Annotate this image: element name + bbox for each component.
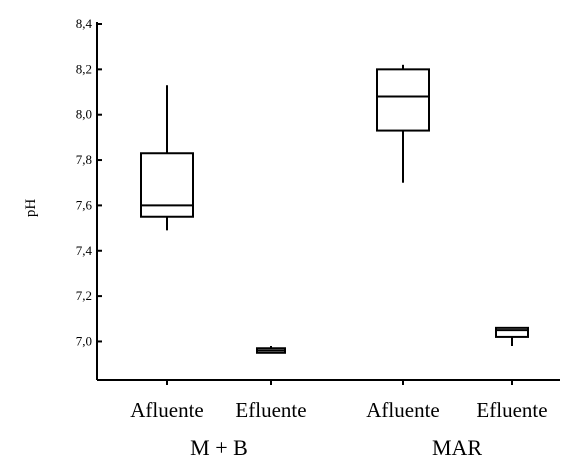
y-tick-label: 8,0 <box>76 107 92 122</box>
y-tick-label: 8,4 <box>76 16 93 31</box>
category-labels: Afluente Efluente Afluente Efluente M + B MAR <box>130 398 547 460</box>
y-tick-label: 7,4 <box>76 243 93 258</box>
boxes <box>140 64 529 354</box>
box-rect <box>376 68 430 132</box>
group-label: MAR <box>432 435 482 460</box>
box-rect <box>495 326 529 338</box>
box-2 <box>376 64 430 183</box>
category-label: Afluente <box>366 398 439 422</box>
y-axis: 7,0 7,2 7,4 7,6 7,8 8,0 8,2 8,4 <box>76 16 102 380</box>
y-axis-title: pH <box>23 199 39 218</box>
box-rect <box>140 152 194 218</box>
group-label: M + B <box>190 435 248 460</box>
category-label: Efluente <box>235 398 306 422</box>
y-tick-label: 7,8 <box>76 152 92 167</box>
box-3 <box>495 326 529 346</box>
category-label: Efluente <box>476 398 547 422</box>
box-0 <box>140 85 194 231</box>
category-label: Afluente <box>130 398 203 422</box>
y-tick-label: 7,6 <box>76 197 93 212</box>
x-axis <box>97 379 560 385</box>
box-1 <box>256 345 286 354</box>
y-tick-label: 7,0 <box>76 333 92 348</box>
y-tick-label: 8,2 <box>76 61 92 76</box>
y-tick-label: 7,2 <box>76 288 92 303</box>
